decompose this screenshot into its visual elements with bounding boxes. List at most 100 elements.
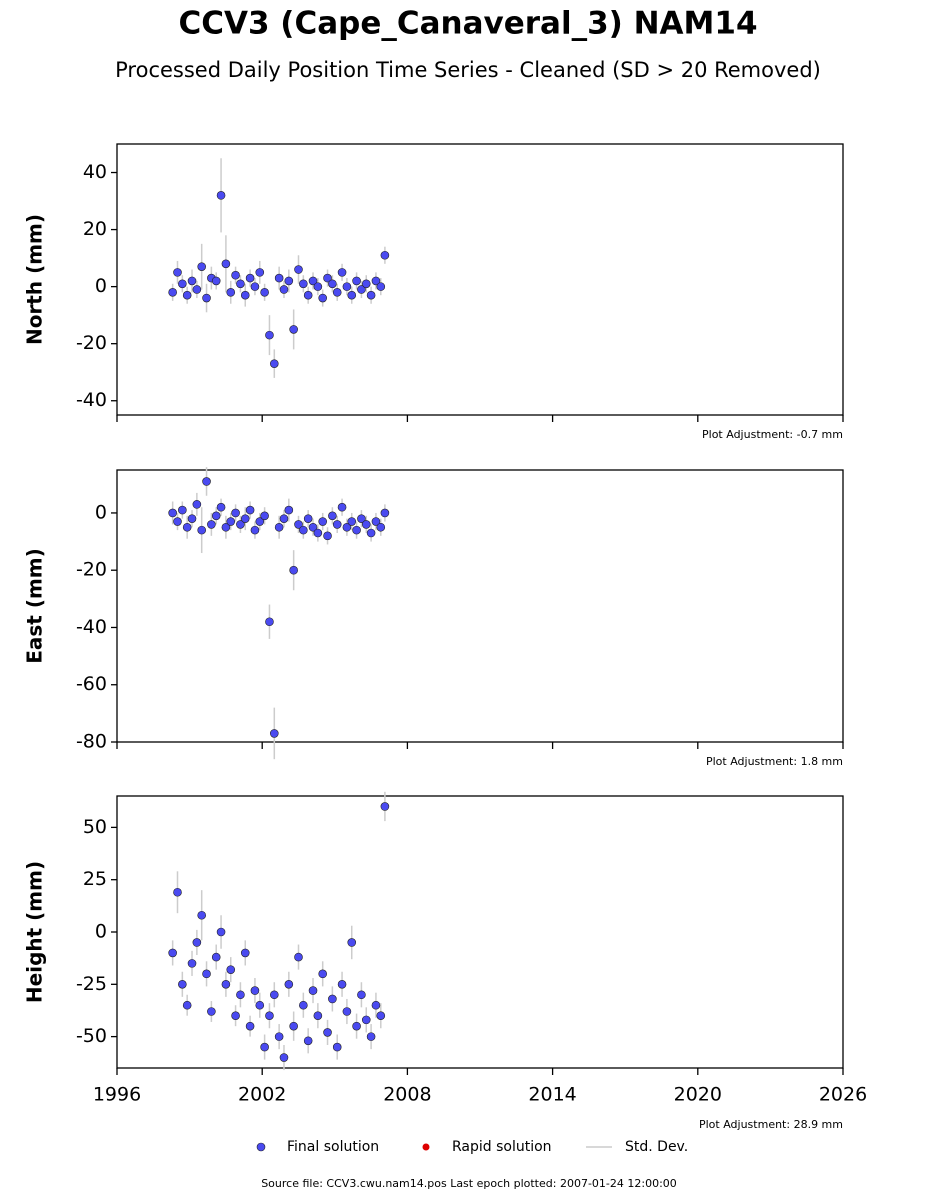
plot-adjustment: Plot Adjustment: 1.8 mm bbox=[706, 755, 843, 768]
x-tick-label: 2020 bbox=[674, 1084, 722, 1106]
subtitle: Processed Daily Position Time Series - C… bbox=[115, 58, 821, 82]
plot-adjustment: Plot Adjustment: -0.7 mm bbox=[702, 428, 843, 441]
data-point bbox=[231, 270, 240, 280]
data-point bbox=[192, 938, 202, 947]
legend-label: Rapid solution bbox=[452, 1139, 552, 1155]
data-point bbox=[347, 290, 357, 300]
data-point bbox=[303, 290, 313, 300]
data-point bbox=[313, 282, 323, 291]
y-tick-label: 40 bbox=[83, 161, 107, 183]
data-point bbox=[207, 1007, 216, 1016]
y-tick-label: 20 bbox=[83, 218, 107, 240]
data-point bbox=[376, 1011, 386, 1020]
data-point bbox=[294, 265, 303, 274]
y-tick-label: -60 bbox=[76, 673, 107, 695]
y-tick-label: 25 bbox=[83, 868, 107, 890]
data-point bbox=[303, 514, 313, 523]
data-point bbox=[328, 994, 337, 1004]
data-point bbox=[260, 288, 269, 297]
data-point bbox=[236, 520, 245, 529]
data-point bbox=[337, 268, 347, 277]
data-point bbox=[376, 282, 386, 291]
data-point bbox=[352, 276, 361, 286]
y-axis-label: East (mm) bbox=[23, 548, 47, 664]
data-point bbox=[192, 285, 202, 294]
data-point bbox=[342, 1007, 352, 1016]
data-point bbox=[168, 948, 177, 958]
legend-marker bbox=[422, 1143, 430, 1151]
data-point bbox=[361, 279, 371, 289]
data-point bbox=[284, 980, 294, 989]
data-point bbox=[342, 282, 352, 291]
plot-area: -80 -60 -40 -20 0 East (mm) Plot Adjustment: 1… bbox=[23, 467, 844, 768]
data-point bbox=[357, 514, 366, 523]
data-point bbox=[173, 517, 182, 526]
data-point bbox=[265, 330, 274, 340]
data-point bbox=[371, 517, 381, 526]
data-point bbox=[299, 279, 308, 289]
data-point bbox=[182, 522, 192, 532]
data-point bbox=[284, 505, 294, 515]
data-point bbox=[260, 1042, 269, 1052]
data-point bbox=[328, 511, 337, 521]
x-tick-label: 2026 bbox=[819, 1084, 867, 1106]
data-point bbox=[323, 531, 332, 541]
data-point bbox=[380, 802, 390, 811]
data-point bbox=[192, 500, 202, 509]
data-point bbox=[197, 910, 206, 920]
data-point bbox=[366, 1032, 376, 1041]
data-point bbox=[299, 525, 308, 535]
x-tick-label: 2014 bbox=[528, 1084, 576, 1106]
data-point bbox=[240, 290, 250, 300]
data-point bbox=[207, 520, 216, 529]
data-point bbox=[240, 514, 250, 523]
data-point bbox=[303, 1036, 313, 1046]
data-point bbox=[332, 520, 342, 529]
data-point bbox=[357, 285, 366, 294]
data-point bbox=[313, 1011, 323, 1020]
data-point bbox=[236, 279, 245, 289]
data-point bbox=[202, 969, 211, 979]
data-point bbox=[231, 508, 240, 518]
data-point bbox=[347, 938, 357, 947]
data-point bbox=[274, 522, 284, 532]
data-point bbox=[197, 525, 206, 535]
data-point bbox=[221, 980, 231, 989]
data-point bbox=[168, 288, 177, 297]
data-point bbox=[337, 502, 347, 512]
data-point bbox=[168, 508, 177, 518]
data-point bbox=[289, 325, 298, 334]
y-tick-label: -40 bbox=[76, 616, 107, 638]
data-point bbox=[289, 565, 298, 575]
data-point bbox=[250, 986, 260, 995]
plot-area: -50 -25 0 25 50 1996 2002 2008 2014 2020 2026 Heigh… bbox=[23, 791, 867, 1131]
data-point bbox=[347, 517, 357, 526]
data-point bbox=[279, 285, 289, 294]
data-point bbox=[337, 980, 347, 989]
y-tick-label: -20 bbox=[76, 559, 107, 581]
data-point bbox=[250, 525, 260, 535]
data-point bbox=[211, 276, 221, 286]
data-point bbox=[245, 505, 255, 515]
x-tick-label: 2008 bbox=[383, 1084, 431, 1106]
data-point bbox=[269, 729, 279, 738]
data-point bbox=[323, 273, 332, 283]
data-point bbox=[342, 522, 352, 532]
x-tick-label: 1996 bbox=[93, 1084, 141, 1106]
data-point bbox=[269, 359, 279, 368]
y-tick-label: 0 bbox=[95, 275, 107, 297]
data-point bbox=[221, 259, 231, 269]
data-point bbox=[231, 1011, 240, 1020]
data-point bbox=[240, 948, 250, 958]
data-point bbox=[361, 1015, 371, 1025]
data-point bbox=[187, 959, 197, 968]
data-point bbox=[173, 887, 182, 897]
data-point bbox=[366, 290, 376, 300]
data-point bbox=[216, 191, 226, 200]
data-point bbox=[352, 525, 361, 535]
data-point bbox=[289, 1021, 298, 1031]
data-point bbox=[255, 1000, 265, 1010]
data-point bbox=[250, 282, 260, 291]
data-point bbox=[308, 276, 318, 286]
